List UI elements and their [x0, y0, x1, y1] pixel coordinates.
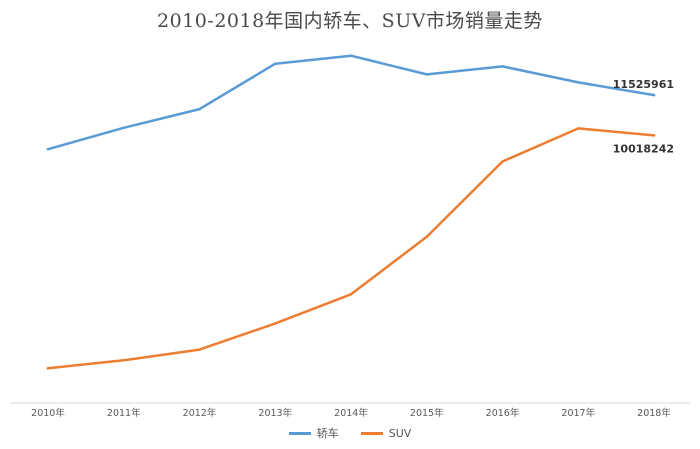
legend-label-sedan: 轿车 — [316, 427, 339, 440]
data-point — [501, 65, 504, 68]
data-point — [652, 134, 656, 137]
x-tick-label: 2016年 — [486, 407, 520, 419]
legend-swatch-sedan — [288, 431, 311, 435]
data-point — [122, 126, 126, 130]
x-tick-label: 2011年 — [107, 407, 141, 419]
data-point — [273, 322, 277, 325]
data-point — [425, 73, 429, 76]
data-point — [349, 292, 353, 296]
data-point — [46, 366, 50, 370]
x-tick-label: 2013年 — [258, 407, 292, 419]
data-point — [576, 127, 580, 130]
legend-swatch-suv — [360, 431, 383, 435]
legend: 轿车 SUV — [0, 425, 700, 441]
data-point — [425, 235, 429, 239]
x-tick-label: 2012年 — [183, 407, 217, 419]
legend-item-sedan: 轿车 — [288, 425, 339, 441]
x-tick-label: 2017年 — [561, 407, 595, 419]
data-point — [349, 54, 353, 58]
data-point — [46, 147, 50, 151]
data-point — [652, 93, 656, 97]
data-point — [198, 107, 201, 111]
data-label-suv: 10018242 — [613, 142, 674, 155]
series-line-suv — [46, 127, 656, 370]
legend-item-suv: SUV — [360, 426, 412, 440]
data-point — [501, 160, 504, 163]
data-point — [273, 62, 277, 66]
data-label-sedan: 11525961 — [613, 78, 674, 91]
x-tick-label: 2018年 — [637, 407, 671, 419]
data-point — [122, 358, 126, 362]
x-tick-label: 2010年 — [31, 407, 65, 419]
legend-label-suv: SUV — [388, 426, 412, 440]
data-point — [576, 81, 580, 84]
data-point — [198, 348, 201, 351]
x-tick-label: 2015年 — [410, 407, 444, 419]
chart-title: 2010-2018年国内轿车、SUV市场销量走势 — [157, 10, 543, 32]
x-tick-label: 2014年 — [334, 407, 368, 419]
